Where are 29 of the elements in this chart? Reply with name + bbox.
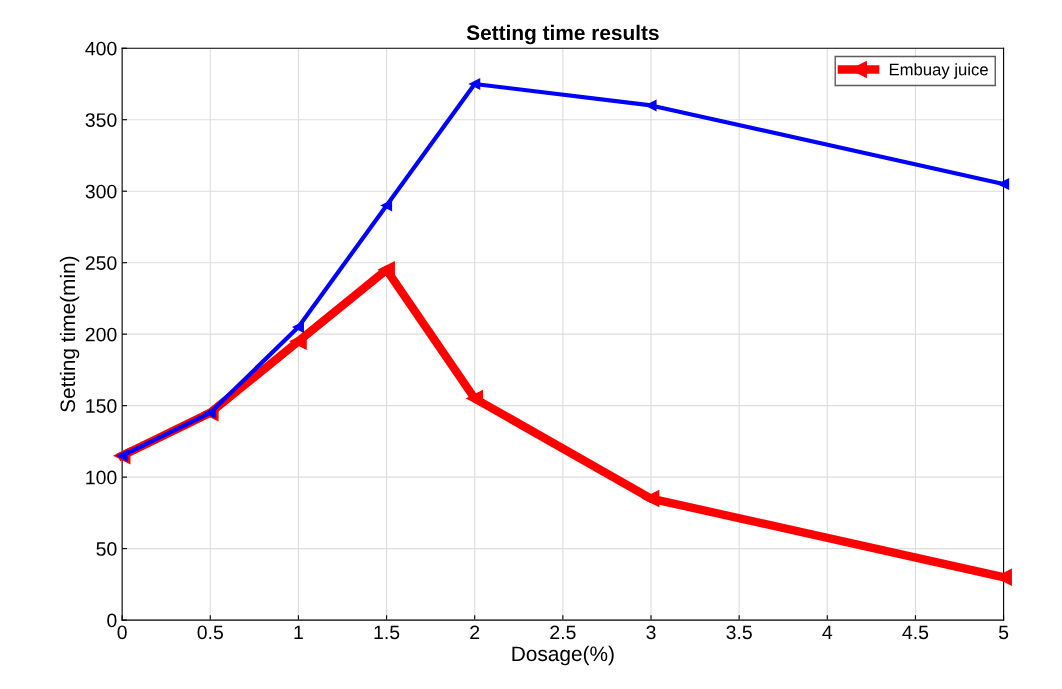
chart-title: Setting time results — [466, 24, 659, 45]
y-tick-label: 0 — [107, 613, 117, 628]
x-axis-title: Dosage(%) — [512, 645, 614, 666]
y-tick-label: 150 — [86, 399, 117, 413]
x-tick-label: 2.5 — [550, 625, 576, 640]
x-tick-label: 1 — [294, 625, 303, 640]
legend-label: Embuay juice — [889, 63, 988, 79]
point — [998, 178, 1010, 190]
point — [381, 199, 393, 212]
x-tick-label: 2 — [470, 625, 480, 640]
x-tick-label: 1.5 — [374, 625, 400, 640]
x-tick-label: 0.5 — [197, 625, 223, 640]
y-tick-label: 250 — [85, 256, 117, 270]
y-tick-label: 350 — [85, 113, 117, 127]
point — [469, 78, 481, 90]
x-tick-label: 5 — [998, 625, 1009, 640]
x-tick-label: 3 — [646, 625, 656, 640]
point — [642, 490, 660, 507]
y-tick-label: 400 — [85, 41, 117, 56]
y-tick-label: 200 — [85, 327, 117, 342]
x-tick-label: 4 — [822, 625, 833, 640]
x-tick-label: 0 — [117, 625, 127, 640]
y-tick-label: 100 — [86, 470, 117, 485]
x-tick-label: 4.5 — [902, 625, 929, 640]
y-axis-title: Setting time(min) — [59, 256, 80, 412]
y-tick-label: 300 — [85, 184, 117, 199]
x-tick-label: 3.5 — [726, 625, 752, 640]
y-tick-label: 50 — [96, 542, 117, 556]
point — [466, 390, 484, 407]
